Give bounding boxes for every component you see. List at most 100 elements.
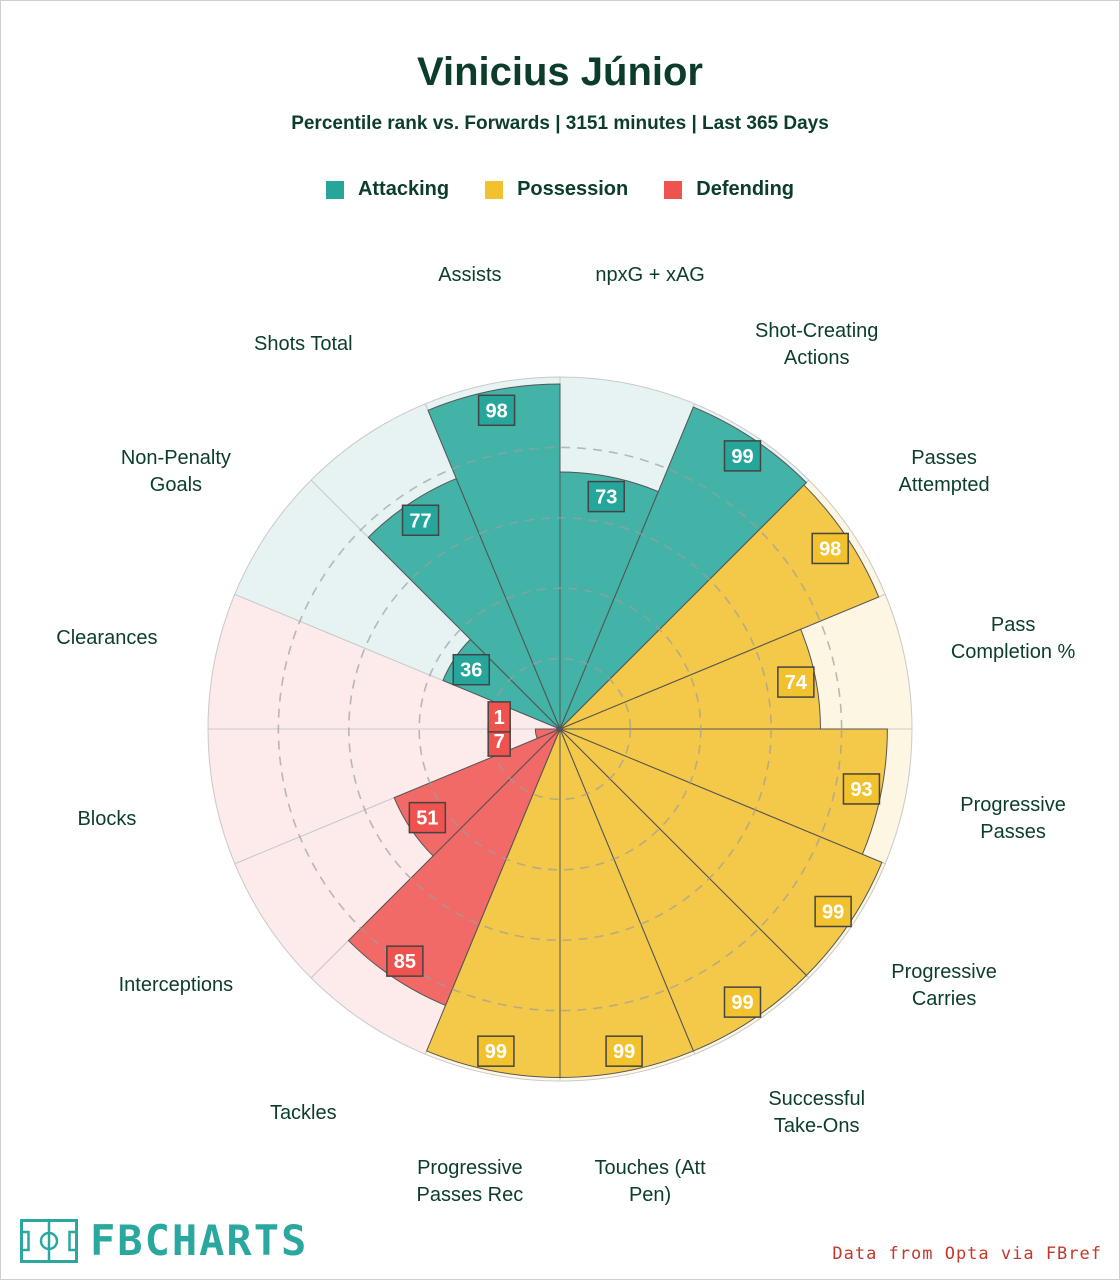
axis-label-line: Progressive [417,1157,523,1180]
value-text-passes-attempted: 98 [819,538,841,560]
bar-shot-creating-actions [559,406,808,730]
axis-label-line: Progressive [960,794,1066,817]
axis-label-progressive-passes-rec: Progressive Passes Rec [370,1155,570,1209]
value-label-npxg-xag: 73 [587,480,625,513]
value-text-non-penalty-goals: 36 [460,660,482,682]
value-box-progressive-carries [814,895,852,928]
axis-label-line: Goals [149,474,203,497]
axis-label-blocks: Blocks [7,806,207,833]
axis-label-touches-att-pen: Touches (Att Pen) [550,1155,750,1209]
fbcharts-logo: FBCHARTS [20,1216,308,1265]
axis-label-clearances: Clearances [7,625,207,652]
legend-label-attacking: Attacking [357,178,450,200]
value-label-progressive-passes-rec: 99 [477,1035,515,1067]
legend-item-defending: Defending [664,178,794,201]
chart-subtitle: Percentile rank vs. Forwards | 3151 minu… [291,113,829,134]
bar-progressive-passes [559,728,888,855]
axis-label-line: Interceptions [118,974,234,997]
value-text-progressive-carries: 99 [822,901,844,923]
axis-label-line: Attempted [898,474,990,497]
value-label-interceptions: 51 [408,801,447,834]
value-labels: 73 99 98 74 93 99 99 99 99 85 51 71 36 77 98 [386,394,881,1067]
value-box-passes-attempted [811,532,849,565]
axis-label-line: Passes [911,447,977,470]
axis-label-passes-attempted: Passes Attempted [844,445,1044,499]
axis-label-line: Actions [783,346,850,369]
legend-label-possession: Possession [517,178,629,200]
axis-label-line: Shots Total [254,333,353,356]
value-label-touches-att-pen: 99 [605,1035,643,1067]
axis-label-pass-completion: Pass Completion % [913,612,1113,666]
axis-label-line: Tackles [269,1101,337,1124]
value-text-tackles: 85 [394,951,416,973]
axis-label-line: Carries [911,987,977,1010]
value-box-clearances [487,701,511,733]
bars [347,383,888,1078]
legend-item-possession: Possession [485,178,628,201]
value-label-pass-completion: 74 [777,666,815,698]
value-box-progressive-passes-rec [477,1035,515,1067]
value-text-progressive-passes: 93 [850,779,872,801]
value-text-successful-take-ons: 99 [731,992,753,1014]
axis-label-shot-creating-actions: Shot-Creating Actions [717,318,917,372]
axis-label-tackles: Tackles [203,1100,403,1127]
value-box-shots-total [401,504,440,537]
gridline-20 [488,657,632,801]
axis-label-shots-total: Shots Total [203,331,403,358]
axis-label-line: Clearances [56,627,158,650]
axis-label-line: Progressive [891,960,997,983]
axis-label-progressive-passes: Progressive Passes [913,792,1113,846]
value-box-successful-take-ons [723,986,762,1018]
bar-blocks [534,728,561,740]
value-label-assists: 98 [477,394,516,427]
value-text-npxg-xag: 73 [595,487,617,509]
value-label-passes-attempted: 98 [811,532,849,565]
bar-touches-att-pen [559,728,695,1078]
legend-swatch-attacking [325,180,344,199]
bar-progressive-passes-rec [425,728,561,1078]
value-text-interceptions: 51 [416,808,438,830]
axis-label-line: Blocks [77,807,137,830]
value-label-shot-creating-actions: 99 [723,440,762,472]
sector-bg-blocks [207,728,561,865]
axis-label-line: Take-Ons [773,1115,860,1138]
axis-label-line: Touches (Att [594,1157,706,1180]
axis-label-line: Pen) [628,1184,672,1207]
legend-label-defending: Defending [696,178,795,200]
axis-label-line: Completion % [950,640,1076,663]
gridline-60 [347,516,772,941]
legend-swatch-possession [485,180,504,199]
axis-label-successful-take-ons: Successful Take-Ons [717,1086,917,1140]
value-text-touches-att-pen: 99 [613,1041,635,1063]
value-label-non-penalty-goals: 36 [452,653,491,686]
axis-label-line: Shot-Creating [754,319,879,342]
value-text-blocks: 7 [494,731,505,753]
value-label-shots-total: 77 [401,504,440,537]
legend: Attacking Possession Defending [0,178,1120,201]
value-box-progressive-passes [842,773,881,805]
gridline-40 [418,587,702,871]
gridlines [277,446,843,1012]
value-box-non-penalty-goals [452,653,491,686]
axis-label-interceptions: Interceptions [76,972,276,999]
value-text-progressive-passes-rec: 99 [485,1041,507,1063]
value-box-shot-creating-actions [723,440,762,472]
value-box-pass-completion [777,666,815,698]
value-text-clearances: 1 [494,707,505,729]
value-label-successful-take-ons: 99 [723,986,762,1018]
value-text-shots-total: 77 [409,510,431,532]
bar-successful-take-ons [559,728,808,1052]
data-credit: Data from Opta via FBref [832,1244,1102,1264]
value-label-tackles: 85 [386,945,424,977]
logo-text: FBCHARTS [90,1216,309,1265]
value-label-progressive-carries: 99 [814,895,852,928]
value-box-touches-att-pen [605,1035,643,1067]
gridline-80 [277,446,843,1012]
value-box-tackles [386,945,424,977]
pitch-icon [20,1218,78,1263]
axis-label-line: Assists [438,264,502,287]
legend-swatch-defending [664,180,683,199]
value-text-shot-creating-actions: 99 [731,446,753,468]
bar-tackles [347,728,561,1007]
